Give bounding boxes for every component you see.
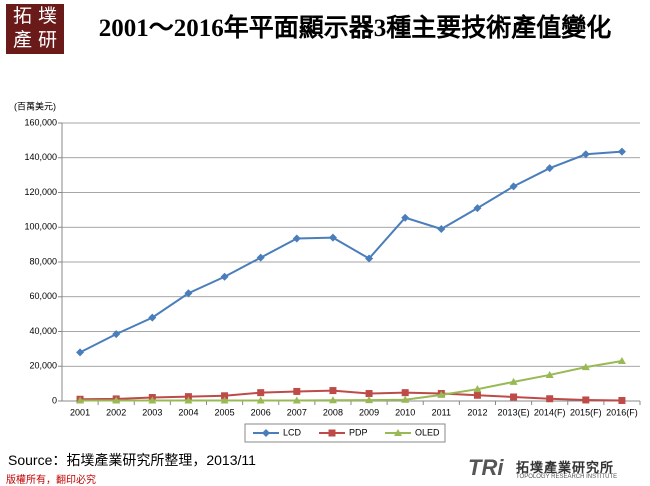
point (473, 391, 481, 399)
point (329, 387, 337, 395)
point (473, 204, 482, 213)
series-line (80, 360, 623, 402)
point (220, 396, 229, 404)
y-axis-label: (百萬美元) (14, 100, 56, 111)
point (509, 182, 518, 191)
source: Source：拓墣產業研究所整理，2013/11 (8, 452, 256, 468)
point (437, 224, 446, 233)
x-tick-label: 2011 (432, 407, 451, 417)
legend-label: PDP (349, 427, 368, 437)
legend-marker (262, 429, 270, 437)
y-tick-label: 0 (52, 395, 57, 405)
point (256, 253, 265, 262)
brand-name: 拓墣產業研究所 (516, 460, 615, 475)
x-tick-label: 2007 (287, 407, 307, 417)
chart: (百萬美元) 0 20,000 40,000 60,000 80,000 100,000 1… (14, 100, 641, 443)
logo: 拓 墣產 研 (6, 4, 64, 54)
point (582, 396, 590, 404)
y-tick-label: 60,000 (29, 291, 57, 301)
point (112, 396, 121, 404)
point (617, 357, 626, 365)
x-tick-label: 2016(F) (606, 407, 638, 417)
point (546, 395, 554, 403)
copyright: 版權所有，翻印必究 (6, 475, 96, 486)
x-tick-label: 2002 (106, 407, 126, 417)
legend-label: LCD (283, 427, 302, 437)
x-tick-label: 2014(F) (534, 407, 566, 417)
x-tick-label: 2013(E) (498, 407, 530, 417)
point (437, 390, 446, 398)
y-tick-label: 160,000 (24, 117, 57, 127)
point (292, 396, 301, 404)
point (581, 363, 590, 371)
point (257, 389, 265, 397)
point (401, 395, 410, 403)
point (328, 396, 337, 404)
legend-label: OLED (415, 427, 440, 437)
point (473, 385, 482, 393)
x-tick-label: 2008 (323, 407, 343, 417)
y-tick-label: 120,000 (24, 187, 57, 197)
y-tick-label: 80,000 (29, 256, 57, 266)
point (220, 272, 229, 281)
point (184, 396, 193, 404)
y-tick-label: 20,000 (29, 361, 57, 371)
brand-english: TOPOLOGY RESEARCH INSTITUTE (516, 474, 618, 480)
point (76, 396, 85, 404)
point (148, 396, 157, 404)
x-tick-label: 2003 (142, 407, 162, 417)
point (401, 389, 409, 397)
chart-title: 2001～2016年平面顯示器3種主要技術產值變化 (98, 15, 612, 42)
point (112, 330, 121, 339)
legend-marker (328, 429, 336, 437)
point (365, 396, 374, 404)
point (545, 370, 554, 378)
series-line (79, 150, 623, 354)
logo-text: 產 研 (12, 29, 58, 51)
point (184, 289, 193, 298)
series-line (80, 389, 622, 402)
point (401, 213, 410, 222)
point (293, 387, 301, 395)
x-tick-label: 2009 (359, 407, 379, 417)
x-tick-label: 2005 (215, 407, 235, 417)
x-tick-label: 2012 (467, 407, 487, 417)
point (617, 147, 626, 156)
legend-marker (394, 429, 402, 436)
point (365, 390, 373, 398)
y-tick-label: 140,000 (24, 152, 57, 162)
point (618, 396, 626, 404)
y-tick-label: 40,000 (29, 326, 57, 336)
point (365, 254, 374, 263)
point (148, 313, 157, 322)
brand-logo: TRi 拓墣產業研究所 TOPOLOGY RESEARCH INSTITUTE (468, 455, 648, 483)
x-tick-label: 2010 (395, 407, 415, 417)
point (545, 164, 554, 173)
point (509, 377, 518, 385)
point (292, 234, 301, 243)
brand-mark: TRi (468, 455, 504, 480)
point (221, 392, 229, 400)
point (76, 348, 85, 357)
x-tick-label: 2006 (251, 407, 271, 417)
x-tick-label: 2004 (178, 407, 198, 417)
x-tick-label: 2015(F) (570, 407, 602, 417)
point (581, 150, 590, 159)
x-tick-label: 2001 (70, 407, 90, 417)
point (328, 233, 337, 242)
point (256, 396, 265, 404)
logo-text: 拓 墣 (12, 5, 58, 27)
y-tick-label: 100,000 (24, 222, 57, 232)
point (510, 393, 518, 401)
